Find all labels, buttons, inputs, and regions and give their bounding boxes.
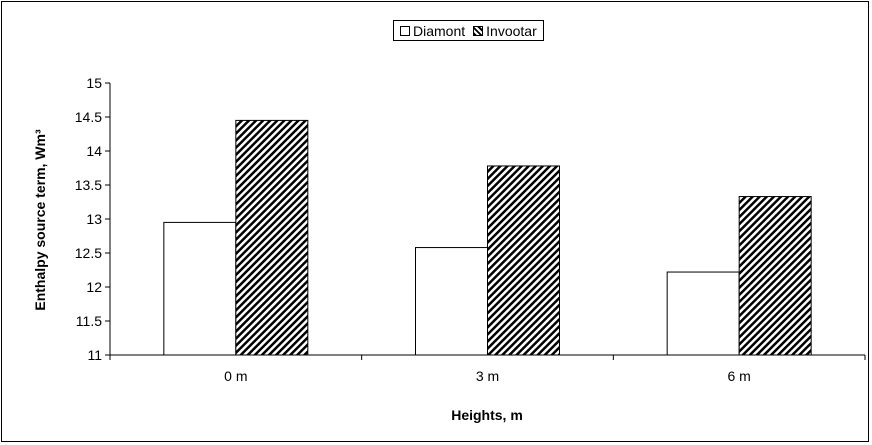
y-axis-label: Enthalpy source term, Wm³ bbox=[32, 129, 48, 311]
y-tick-label: 14.5 bbox=[75, 109, 102, 125]
legend-item-diamont: Diamont bbox=[400, 23, 465, 39]
bar-diamont-0 bbox=[163, 221, 237, 356]
x-axis-label: Heights, m bbox=[451, 407, 523, 423]
y-tick-label: 14 bbox=[86, 143, 102, 159]
y-tick-label: 12 bbox=[86, 279, 102, 295]
y-tick-label: 11 bbox=[87, 347, 102, 363]
x-tick-label: 3 m bbox=[476, 368, 499, 384]
legend-label-invootar: Invootar bbox=[486, 22, 537, 39]
bar-invootar-2 bbox=[738, 196, 812, 356]
y-tick-label: 11.5 bbox=[76, 313, 102, 329]
legend-swatch-invootar bbox=[473, 25, 484, 36]
legend-swatch-diamont bbox=[400, 25, 410, 36]
legend-item-invootar: Invootar bbox=[473, 23, 537, 39]
x-tick-label: 0 m bbox=[224, 368, 247, 384]
y-tick-label: 13 bbox=[86, 211, 102, 227]
y-tick-label: 15 bbox=[86, 75, 102, 91]
bar-invootar-0 bbox=[235, 119, 309, 356]
y-tick-label: 13.5 bbox=[75, 177, 102, 193]
legend: Diamont Invootar bbox=[393, 20, 544, 41]
x-tick-label: 6 m bbox=[727, 368, 750, 384]
bar-diamont-1 bbox=[415, 247, 488, 356]
legend-label-diamont: Diamont bbox=[413, 22, 466, 39]
bar-invootar-1 bbox=[487, 165, 560, 356]
bar-diamont-2 bbox=[666, 271, 740, 356]
y-tick-label: 12.5 bbox=[75, 245, 102, 261]
